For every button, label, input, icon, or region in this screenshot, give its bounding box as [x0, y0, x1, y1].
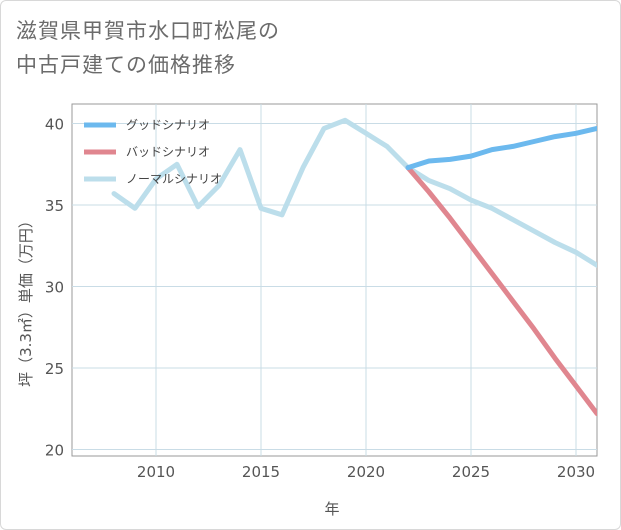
series-lines [111, 117, 597, 417]
y-tick-label: 40 [45, 116, 64, 134]
chart-title-line-2: 中古戸建ての価格推移 [16, 53, 236, 77]
y-axis-ticks: 20 25 30 35 40 [45, 116, 64, 460]
x-axis-title: 年 [324, 500, 339, 518]
x-tick-label: 2020 [347, 463, 385, 481]
y-axis-title: 坪（3.3㎡）単価（万円） [17, 213, 35, 387]
y-tick-label: 20 [45, 441, 64, 459]
y-tick-label: 35 [45, 197, 64, 215]
chart-title: 滋賀県甲賀市水口町松尾の 中古戸建ての価格推移 [16, 14, 280, 82]
x-tick-label: 2025 [452, 463, 490, 481]
x-tick-label: 2030 [557, 463, 595, 481]
legend-label: バッドシナリオ [126, 145, 210, 159]
x-tick-label: 2015 [242, 463, 280, 481]
series-line-1 [405, 165, 597, 417]
y-tick-label: 30 [45, 279, 64, 297]
x-tick-label: 2010 [137, 463, 175, 481]
grid-lines [72, 104, 597, 456]
y-tick-label: 25 [45, 360, 64, 378]
legend-label: ノーマルシナリオ [126, 172, 222, 186]
x-axis-ticks: 2010 2015 2020 2025 2030 [137, 463, 595, 481]
plot-area-frame [71, 103, 598, 457]
legend-label: グッドシナリオ [126, 118, 210, 132]
chart-title-line-1: 滋賀県甲賀市水口町松尾の [16, 19, 280, 43]
series-line-2 [111, 117, 597, 268]
series-line-0 [405, 125, 597, 171]
